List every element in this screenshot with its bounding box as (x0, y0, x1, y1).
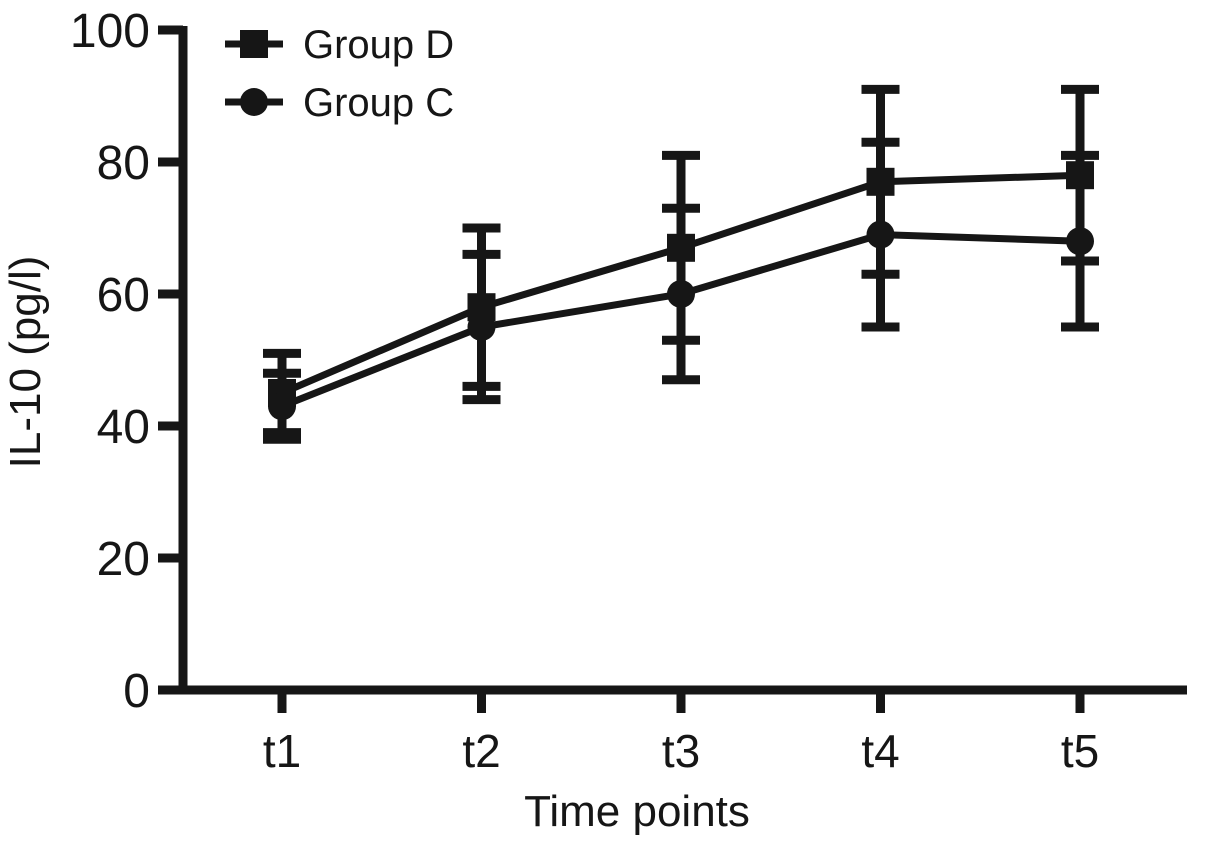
x-tick-label-t1: t1 (263, 725, 301, 777)
y-tick-label-100: 100 (70, 5, 150, 58)
y-axis-title: IL-10 (pg/l) (1, 256, 50, 469)
marker-group-c-t4 (866, 220, 895, 249)
legend-label-group-d: Group D (303, 23, 454, 67)
x-tick-label-t3: t3 (662, 725, 700, 777)
legend-marker-group-d (240, 30, 268, 58)
marker-group-c-t1 (268, 392, 296, 421)
y-tick-label-80: 80 (97, 137, 150, 190)
x-tick-label-t2: t2 (462, 725, 500, 777)
y-tick-label-40: 40 (97, 401, 150, 454)
marker-group-c-t2 (467, 313, 496, 341)
marker-group-c-t3 (667, 280, 695, 308)
marker-group-d-t5 (1066, 161, 1094, 190)
x-tick-label-t5: t5 (1061, 725, 1099, 777)
legend: Group D Group C (303, 23, 454, 125)
y-tick-label-0: 0 (123, 665, 150, 718)
y-tick-label-60: 60 (97, 269, 150, 322)
y-tick-label-20: 20 (97, 533, 150, 586)
x-axis-title: Time points (524, 787, 750, 836)
x-tick-label-t4: t4 (861, 725, 899, 777)
legend-marker-group-c (240, 88, 268, 116)
plot-area: 0 20 40 60 80 100 t1 t2 t3 t4 t5 (70, 5, 1187, 777)
marker-group-d-t3 (667, 233, 695, 262)
legend-label-group-c: Group C (303, 81, 454, 125)
marker-group-d-t4 (866, 167, 895, 196)
marker-group-c-t5 (1066, 227, 1094, 256)
